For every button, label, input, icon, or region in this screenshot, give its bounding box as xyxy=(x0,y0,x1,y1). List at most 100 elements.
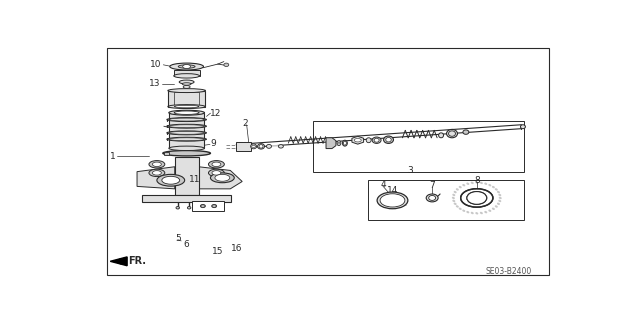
Ellipse shape xyxy=(169,138,205,141)
Ellipse shape xyxy=(386,137,391,142)
Polygon shape xyxy=(326,138,336,149)
Ellipse shape xyxy=(449,131,456,136)
Ellipse shape xyxy=(366,138,371,143)
Ellipse shape xyxy=(438,133,444,138)
Ellipse shape xyxy=(178,65,195,68)
Ellipse shape xyxy=(383,136,394,144)
Text: 15: 15 xyxy=(212,248,224,256)
Ellipse shape xyxy=(259,145,263,148)
Text: 7: 7 xyxy=(429,181,435,190)
Text: 1: 1 xyxy=(110,152,116,161)
Polygon shape xyxy=(198,167,242,189)
Ellipse shape xyxy=(174,105,199,108)
Text: 11: 11 xyxy=(189,175,200,184)
Bar xyxy=(173,70,200,76)
Bar xyxy=(164,152,169,155)
Ellipse shape xyxy=(380,194,405,207)
Ellipse shape xyxy=(176,206,179,209)
Ellipse shape xyxy=(278,145,284,148)
Ellipse shape xyxy=(168,105,205,108)
Ellipse shape xyxy=(157,174,185,186)
Ellipse shape xyxy=(344,141,346,145)
Ellipse shape xyxy=(163,151,211,156)
Circle shape xyxy=(212,205,216,207)
Ellipse shape xyxy=(167,137,207,141)
Ellipse shape xyxy=(162,176,180,184)
Circle shape xyxy=(337,142,340,144)
Ellipse shape xyxy=(224,63,229,67)
Text: 14: 14 xyxy=(387,186,398,195)
Text: 5: 5 xyxy=(175,234,181,243)
Ellipse shape xyxy=(170,63,204,70)
Ellipse shape xyxy=(152,162,161,167)
Bar xyxy=(191,201,224,211)
Text: 16: 16 xyxy=(231,244,243,253)
Ellipse shape xyxy=(169,118,205,121)
Circle shape xyxy=(201,205,205,207)
Circle shape xyxy=(252,145,255,147)
Ellipse shape xyxy=(167,124,207,128)
Text: 2: 2 xyxy=(243,119,248,128)
Bar xyxy=(142,195,231,202)
Ellipse shape xyxy=(167,118,207,122)
Ellipse shape xyxy=(215,174,230,181)
Ellipse shape xyxy=(169,146,205,151)
Ellipse shape xyxy=(374,138,379,142)
Text: 3: 3 xyxy=(408,166,413,175)
Ellipse shape xyxy=(149,160,165,168)
Ellipse shape xyxy=(168,89,205,93)
Text: 6: 6 xyxy=(183,240,189,249)
Ellipse shape xyxy=(212,204,217,208)
Text: 13: 13 xyxy=(149,79,161,88)
Ellipse shape xyxy=(372,137,381,144)
Ellipse shape xyxy=(169,125,205,128)
Ellipse shape xyxy=(209,160,225,168)
Text: 9: 9 xyxy=(210,139,216,148)
Ellipse shape xyxy=(182,83,191,85)
Ellipse shape xyxy=(179,80,194,84)
Circle shape xyxy=(182,64,191,69)
Bar xyxy=(108,48,548,275)
Bar xyxy=(168,91,205,107)
Ellipse shape xyxy=(426,194,438,202)
Text: 10: 10 xyxy=(150,60,162,69)
Ellipse shape xyxy=(337,141,341,145)
Ellipse shape xyxy=(200,204,205,208)
Circle shape xyxy=(355,138,361,142)
Ellipse shape xyxy=(149,169,165,177)
Ellipse shape xyxy=(211,173,234,183)
Ellipse shape xyxy=(447,130,458,138)
Polygon shape xyxy=(110,257,127,266)
Text: 8: 8 xyxy=(474,176,479,185)
Ellipse shape xyxy=(212,171,221,175)
Ellipse shape xyxy=(167,131,207,135)
Bar xyxy=(169,113,205,148)
Ellipse shape xyxy=(429,196,436,200)
Text: 12: 12 xyxy=(211,109,222,118)
Bar xyxy=(313,121,524,172)
Bar xyxy=(236,142,251,151)
Text: FR.: FR. xyxy=(129,256,147,266)
Bar xyxy=(175,157,198,195)
Ellipse shape xyxy=(174,111,199,115)
Ellipse shape xyxy=(188,206,191,209)
Ellipse shape xyxy=(212,162,221,167)
Ellipse shape xyxy=(169,110,205,115)
Ellipse shape xyxy=(152,171,161,175)
Ellipse shape xyxy=(467,191,487,204)
Polygon shape xyxy=(137,167,175,189)
Bar xyxy=(174,92,199,107)
Ellipse shape xyxy=(342,140,348,146)
Ellipse shape xyxy=(467,191,487,204)
Ellipse shape xyxy=(463,130,469,134)
Text: 4: 4 xyxy=(380,180,386,189)
Ellipse shape xyxy=(251,144,257,149)
Ellipse shape xyxy=(257,144,264,149)
Ellipse shape xyxy=(520,125,525,129)
Ellipse shape xyxy=(173,74,200,78)
Bar xyxy=(367,180,524,220)
Text: SE03-B2400: SE03-B2400 xyxy=(486,267,532,276)
Ellipse shape xyxy=(209,169,225,177)
Ellipse shape xyxy=(183,85,190,88)
Ellipse shape xyxy=(266,145,271,148)
